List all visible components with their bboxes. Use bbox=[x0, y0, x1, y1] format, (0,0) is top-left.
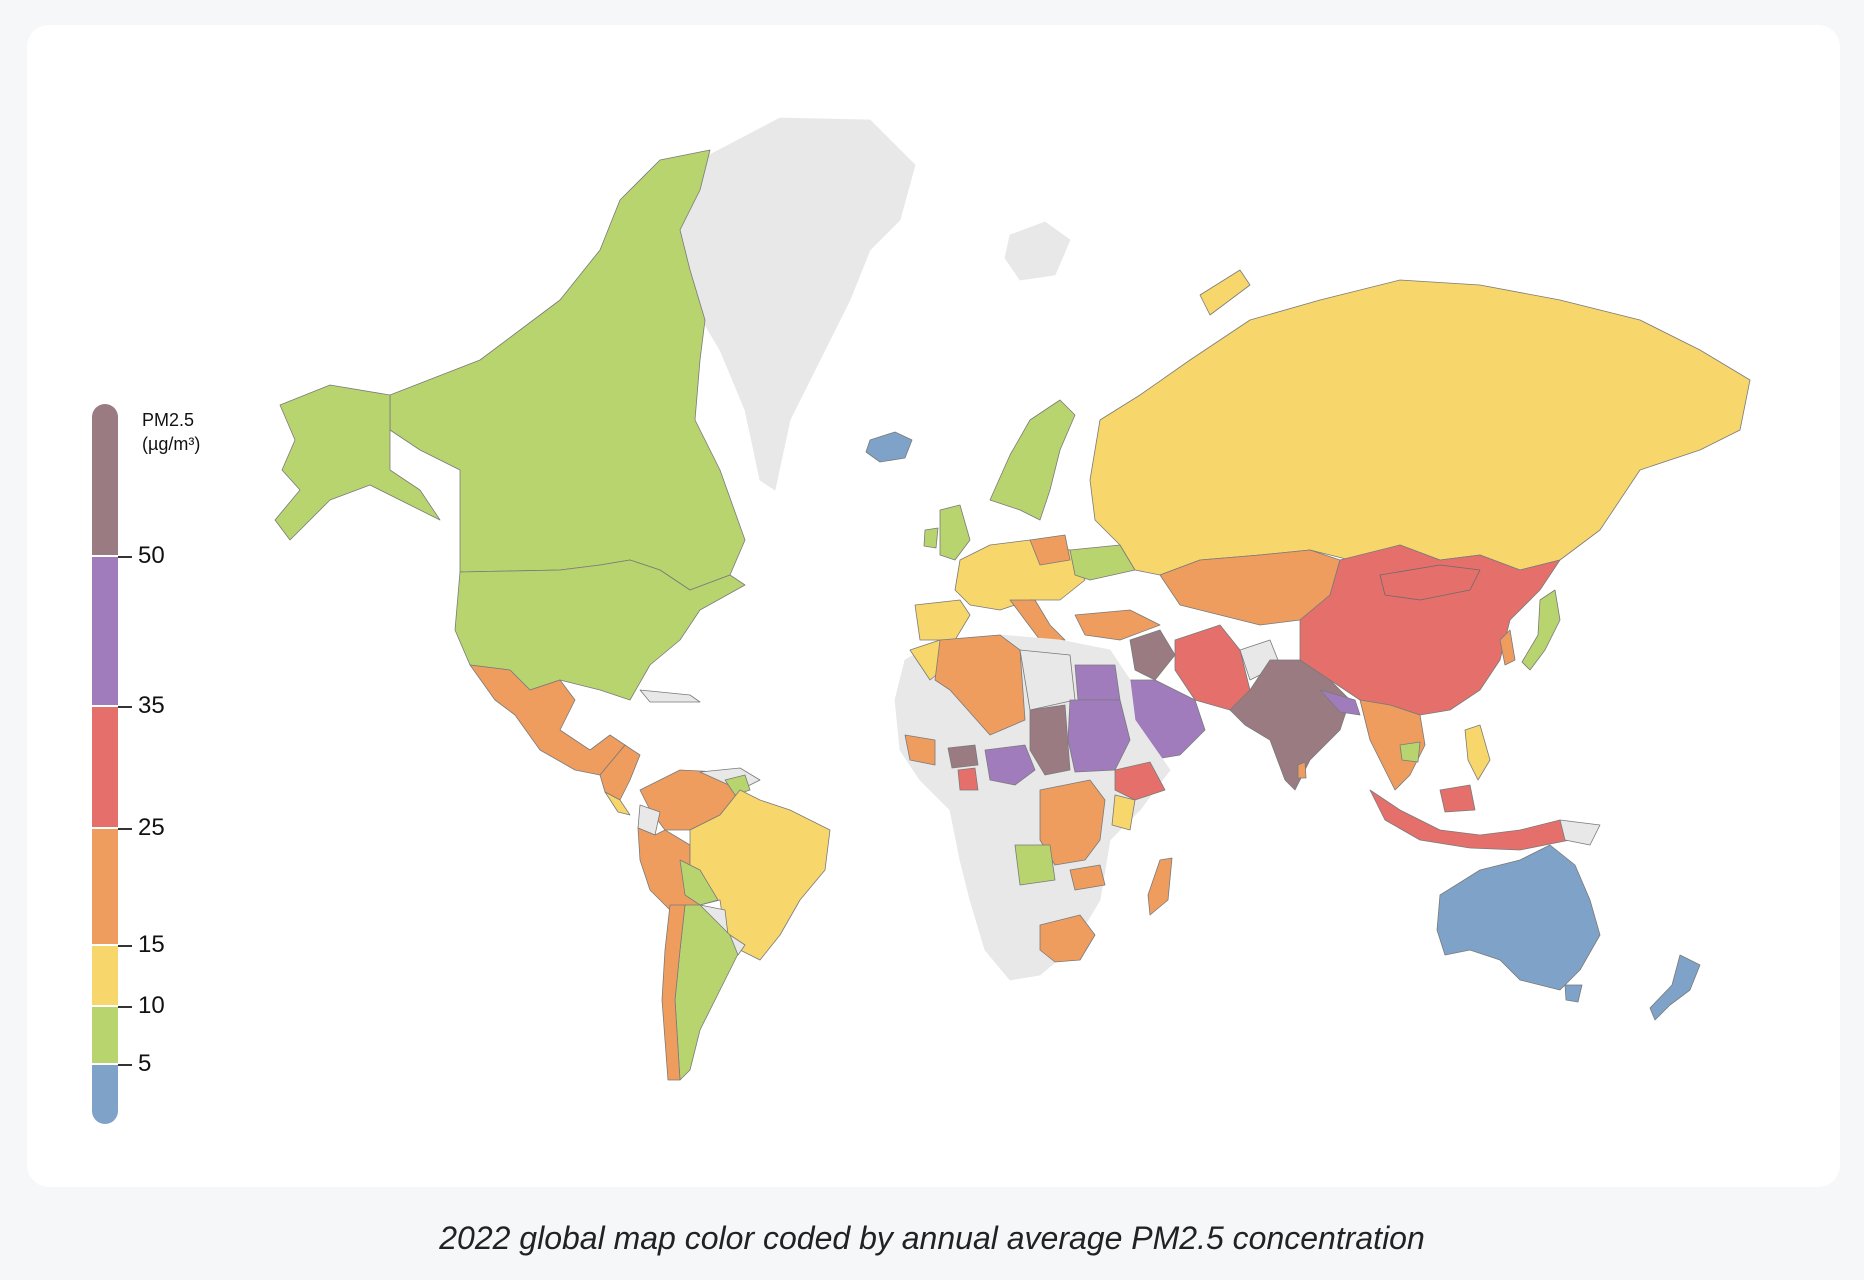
region-southeast-asia bbox=[1359, 699, 1426, 791]
region-japan bbox=[1521, 589, 1561, 671]
figure-caption: 2022 global map color coded by annual av… bbox=[439, 1220, 1425, 1256]
region-iceland bbox=[865, 431, 913, 463]
region-ethiopia bbox=[1114, 761, 1166, 801]
legend-band-over-50 bbox=[92, 404, 118, 556]
region-russia bbox=[1089, 279, 1751, 576]
region-algeria bbox=[934, 634, 1026, 736]
legend-band-5-10 bbox=[92, 1006, 118, 1064]
region-angola bbox=[1014, 844, 1056, 886]
legend-tick-label: 25 bbox=[138, 814, 165, 841]
legend-tick-label: 50 bbox=[138, 542, 165, 569]
region-india-pakistan bbox=[1229, 659, 1351, 791]
pm25-legend: PM2.5 (µg/m³) 50 35 25 15 10 5 bbox=[92, 404, 292, 1124]
region-kenya bbox=[1111, 794, 1136, 831]
region-south-africa bbox=[1039, 914, 1096, 963]
legend-band-10-15 bbox=[92, 945, 118, 1006]
legend-band-15-25 bbox=[92, 828, 118, 945]
legend-tick-label: 5 bbox=[138, 1050, 152, 1077]
region-chile bbox=[661, 904, 686, 1081]
region-chad bbox=[1029, 704, 1071, 776]
region-mexico bbox=[469, 664, 626, 776]
region-new-zealand bbox=[1649, 954, 1701, 1021]
legend-color-bar bbox=[92, 404, 118, 1124]
region-scandinavia bbox=[989, 399, 1076, 521]
legend-tick-label: 15 bbox=[138, 931, 165, 958]
region-alaska bbox=[274, 384, 441, 541]
region-madagascar bbox=[1147, 857, 1173, 916]
legend-tick-label: 10 bbox=[138, 992, 165, 1019]
legend-band-25-35 bbox=[92, 706, 118, 828]
region-australia bbox=[1436, 844, 1601, 991]
region-central-africa bbox=[1039, 779, 1106, 866]
legend-band-35-50 bbox=[92, 556, 118, 706]
map-card bbox=[27, 25, 1840, 1187]
region-nigeria bbox=[984, 744, 1036, 786]
world-map bbox=[274, 117, 1751, 1081]
legend-tick-label: 35 bbox=[138, 692, 165, 719]
legend-band-under-5 bbox=[92, 1064, 118, 1124]
legend-title: PM2.5 (µg/m³) bbox=[142, 410, 201, 454]
